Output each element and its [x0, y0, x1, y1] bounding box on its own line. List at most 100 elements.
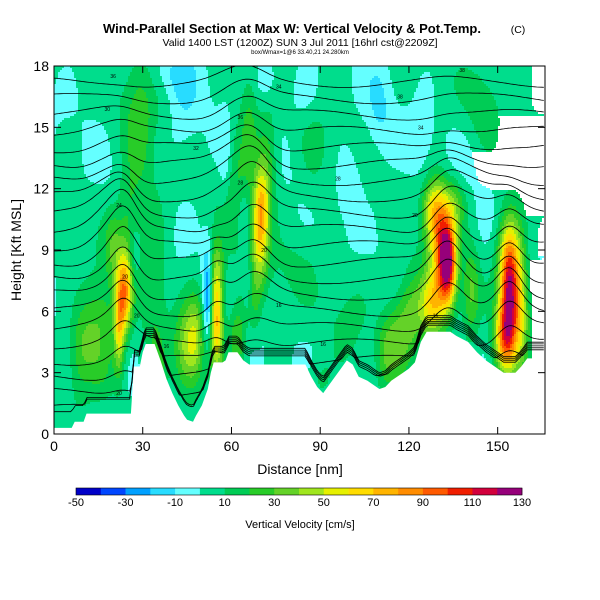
velocity-cell: [118, 248, 126, 250]
velocity-cell: [212, 270, 214, 272]
velocity-cell: [306, 128, 324, 130]
velocity-cell: [100, 220, 110, 222]
velocity-cell: [504, 280, 506, 282]
velocity-cell: [408, 266, 420, 268]
velocity-cell: [76, 290, 110, 292]
velocity-cell: [212, 274, 214, 276]
velocity-cell: [448, 280, 450, 282]
velocity-cell: [258, 260, 262, 262]
velocity-cell: [118, 288, 120, 290]
velocity-cell: [184, 108, 188, 110]
velocity-cell: [86, 176, 110, 178]
velocity-cell: [126, 268, 128, 270]
velocity-cell: [140, 256, 164, 258]
velocity-cell: [458, 294, 464, 296]
velocity-cell: [258, 158, 266, 160]
velocity-cell: [254, 224, 256, 226]
velocity-cell: [522, 300, 524, 302]
velocity-cell: [250, 214, 252, 216]
velocity-cell: [154, 146, 208, 148]
velocity-cell: [434, 234, 436, 236]
velocity-cell: [468, 224, 478, 226]
velocity-cell: [370, 206, 418, 208]
velocity-cell: [238, 170, 254, 172]
velocity-cell: [364, 192, 420, 194]
velocity-cell: [450, 248, 452, 250]
velocity-cell: [120, 192, 130, 194]
velocity-cell: [452, 240, 454, 242]
velocity-cell: [496, 232, 498, 234]
velocity-cell: [228, 268, 248, 270]
velocity-cell: [440, 280, 442, 282]
velocity-cell: [272, 66, 298, 68]
velocity-cell: [220, 282, 222, 284]
velocity-cell: [500, 290, 502, 292]
velocity-cell: [530, 254, 538, 256]
velocity-cell: [354, 250, 376, 252]
velocity-cell: [134, 254, 140, 256]
velocity-cell: [422, 184, 426, 186]
velocity-cell: [114, 290, 116, 292]
velocity-cell: [212, 240, 214, 242]
velocity-cell: [362, 118, 376, 120]
velocity-cell: [500, 236, 502, 238]
velocity-cell: [256, 184, 258, 186]
velocity-cell: [254, 258, 258, 260]
velocity-cell: [130, 258, 132, 260]
velocity-cell: [428, 180, 434, 182]
velocity-cell: [428, 242, 430, 244]
velocity-cell: [94, 266, 106, 268]
velocity-cell: [256, 198, 258, 200]
velocity-cell: [134, 292, 136, 294]
velocity-cell: [142, 88, 154, 90]
velocity-cell: [504, 272, 506, 274]
velocity-cell: [54, 280, 56, 282]
velocity-cell: [206, 296, 208, 298]
velocity-cell: [310, 210, 340, 212]
velocity-cell: [278, 202, 338, 204]
velocity-cell: [112, 168, 122, 170]
velocity-cell: [266, 168, 268, 170]
velocity-cell: [434, 186, 442, 188]
velocity-cell: [106, 258, 110, 260]
velocity-cell: [434, 252, 436, 254]
velocity-cell: [430, 268, 434, 270]
velocity-cell: [262, 246, 264, 248]
velocity-cell: [134, 296, 136, 298]
velocity-cell: [224, 300, 226, 302]
velocity-cell: [338, 152, 352, 154]
velocity-cell: [462, 132, 476, 134]
velocity-cell: [212, 260, 214, 262]
velocity-cell: [112, 268, 114, 270]
velocity-cell: [162, 204, 180, 206]
velocity-cell: [448, 232, 450, 234]
velocity-cell: [244, 116, 252, 118]
velocity-cell: [434, 202, 442, 204]
velocity-cell: [272, 252, 296, 254]
velocity-cell: [190, 202, 224, 204]
velocity-cell: [398, 100, 412, 102]
velocity-cell: [508, 246, 512, 248]
velocity-cell: [186, 282, 198, 284]
velocity-cell: [254, 250, 256, 252]
velocity-cell: [252, 208, 254, 210]
velocity-cell: [250, 280, 252, 282]
velocity-cell: [82, 154, 110, 156]
velocity-cell: [494, 294, 496, 296]
velocity-cell: [436, 258, 438, 260]
velocity-cell: [254, 266, 256, 268]
velocity-cell: [268, 196, 270, 198]
velocity-cell: [256, 202, 258, 204]
velocity-cell: [112, 166, 122, 168]
velocity-cell: [268, 294, 294, 296]
velocity-cell: [268, 258, 270, 260]
velocity-cell: [452, 226, 454, 228]
velocity-cell: [530, 258, 540, 260]
velocity-cell: [54, 68, 62, 70]
velocity-cell: [224, 296, 226, 298]
velocity-cell: [426, 302, 430, 304]
velocity-cell: [374, 216, 418, 218]
velocity-cell: [106, 262, 112, 264]
velocity-cell: [54, 236, 98, 238]
velocity-cell: [250, 246, 252, 248]
